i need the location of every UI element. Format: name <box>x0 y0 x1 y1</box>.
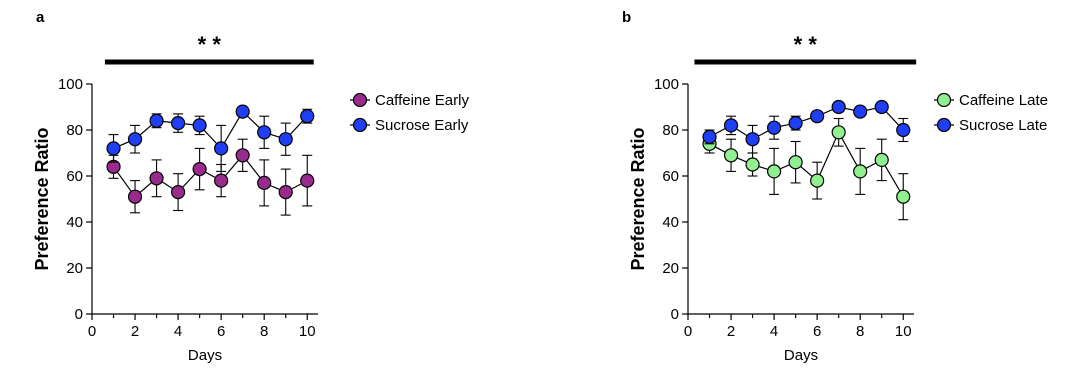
y-tick-label: 0 <box>671 306 679 323</box>
data-point <box>300 173 315 188</box>
panel-b-label: b <box>622 9 631 26</box>
y-tick-label: 100 <box>58 76 83 93</box>
data-point <box>745 132 760 147</box>
y-tick-label: 100 <box>654 76 679 93</box>
data-point <box>106 141 121 156</box>
x-tick-label: 10 <box>895 323 912 340</box>
x-tick-label: 2 <box>727 323 735 340</box>
legend-marker <box>936 117 952 133</box>
data-point <box>853 164 868 179</box>
panel-a: a * * 0 20 40 60 80 100 0 2 4 6 8 10 Preference Ra… <box>32 9 469 364</box>
data-point <box>874 152 889 167</box>
panel-b-y-label: Preference Ratio <box>628 127 648 270</box>
data-point <box>278 185 293 200</box>
y-tick-label: 80 <box>66 122 83 139</box>
panel-b-y-ticks: 0 20 40 60 80 100 <box>654 76 688 323</box>
series-line <box>113 154 308 198</box>
data-point <box>235 104 250 119</box>
data-point <box>723 118 739 133</box>
data-point <box>127 189 143 204</box>
series-line <box>113 110 308 150</box>
x-tick-label: 6 <box>813 323 821 340</box>
panel-a-label: a <box>36 9 45 26</box>
data-point <box>831 125 846 140</box>
data-point <box>745 157 760 172</box>
y-tick-label: 0 <box>75 306 83 323</box>
y-tick-label: 40 <box>66 214 83 231</box>
data-point <box>149 171 164 186</box>
data-point <box>702 129 717 144</box>
legend-marker <box>352 92 368 108</box>
data-point <box>192 118 207 133</box>
x-tick-label: 8 <box>260 323 268 340</box>
data-point <box>896 122 911 138</box>
data-point <box>214 173 229 188</box>
data-point <box>170 185 186 200</box>
panel-a-x-ticks: 0 2 4 6 8 10 <box>88 314 316 340</box>
legend-label-sucrose-early: Sucrose Early <box>375 117 469 134</box>
data-point <box>853 104 868 119</box>
series-line <box>709 106 904 140</box>
data-point <box>874 99 889 115</box>
panel-b-legend: Caffeine Late Sucrose Late <box>934 92 1048 134</box>
data-point <box>257 175 272 190</box>
data-point <box>149 113 164 128</box>
data-point <box>788 115 803 131</box>
x-tick-label: 4 <box>174 323 182 340</box>
x-tick-label: 4 <box>770 323 778 340</box>
panel-a-legend: Caffeine Early Sucrose Early <box>350 92 469 134</box>
x-tick-label: 0 <box>88 323 96 340</box>
data-point <box>896 189 911 204</box>
data-point <box>214 141 229 156</box>
legend-label-caffeine-late: Caffeine Late <box>959 92 1048 109</box>
panel-a-y-ticks: 0 20 40 60 80 100 <box>58 76 92 323</box>
data-point <box>192 162 207 177</box>
y-tick-label: 60 <box>66 168 83 185</box>
x-tick-label: 2 <box>131 323 139 340</box>
legend-label-sucrose-late: Sucrose Late <box>959 117 1047 134</box>
panel-a-x-label: Days <box>188 347 222 364</box>
y-tick-label: 80 <box>662 122 679 139</box>
panel-b: b * * 0 20 40 60 80 100 0 2 4 6 8 10 Preference Ra… <box>622 9 1048 364</box>
legend-marker <box>352 117 368 133</box>
data-point <box>766 120 782 135</box>
data-point <box>831 99 846 115</box>
y-tick-label: 20 <box>662 260 679 277</box>
panel-b-significance: * * <box>794 32 818 57</box>
y-tick-label: 20 <box>66 260 83 277</box>
y-tick-label: 60 <box>662 168 679 185</box>
panel-b-x-label: Days <box>784 347 818 364</box>
data-point <box>788 155 803 170</box>
x-tick-label: 10 <box>299 323 316 340</box>
y-tick-label: 40 <box>662 214 679 231</box>
x-tick-label: 6 <box>217 323 225 340</box>
panel-a-series <box>106 104 315 216</box>
data-point <box>257 125 272 140</box>
series-line <box>709 130 904 198</box>
panel-b-x-ticks: 0 2 4 6 8 10 <box>684 314 912 340</box>
data-point <box>766 164 782 179</box>
data-point <box>300 109 315 124</box>
data-point <box>723 148 739 163</box>
x-tick-label: 8 <box>856 323 864 340</box>
legend-marker <box>936 92 952 108</box>
panel-a-y-label: Preference Ratio <box>32 127 52 270</box>
data-point <box>278 132 293 147</box>
data-point <box>810 173 825 188</box>
data-point <box>127 132 143 147</box>
data-point <box>170 115 186 131</box>
data-point <box>810 109 825 124</box>
panel-b-series <box>702 99 911 221</box>
legend-label-caffeine-early: Caffeine Early <box>375 92 469 109</box>
data-point <box>235 148 250 163</box>
x-tick-label: 0 <box>684 323 692 340</box>
panel-a-significance: * * <box>198 32 222 57</box>
